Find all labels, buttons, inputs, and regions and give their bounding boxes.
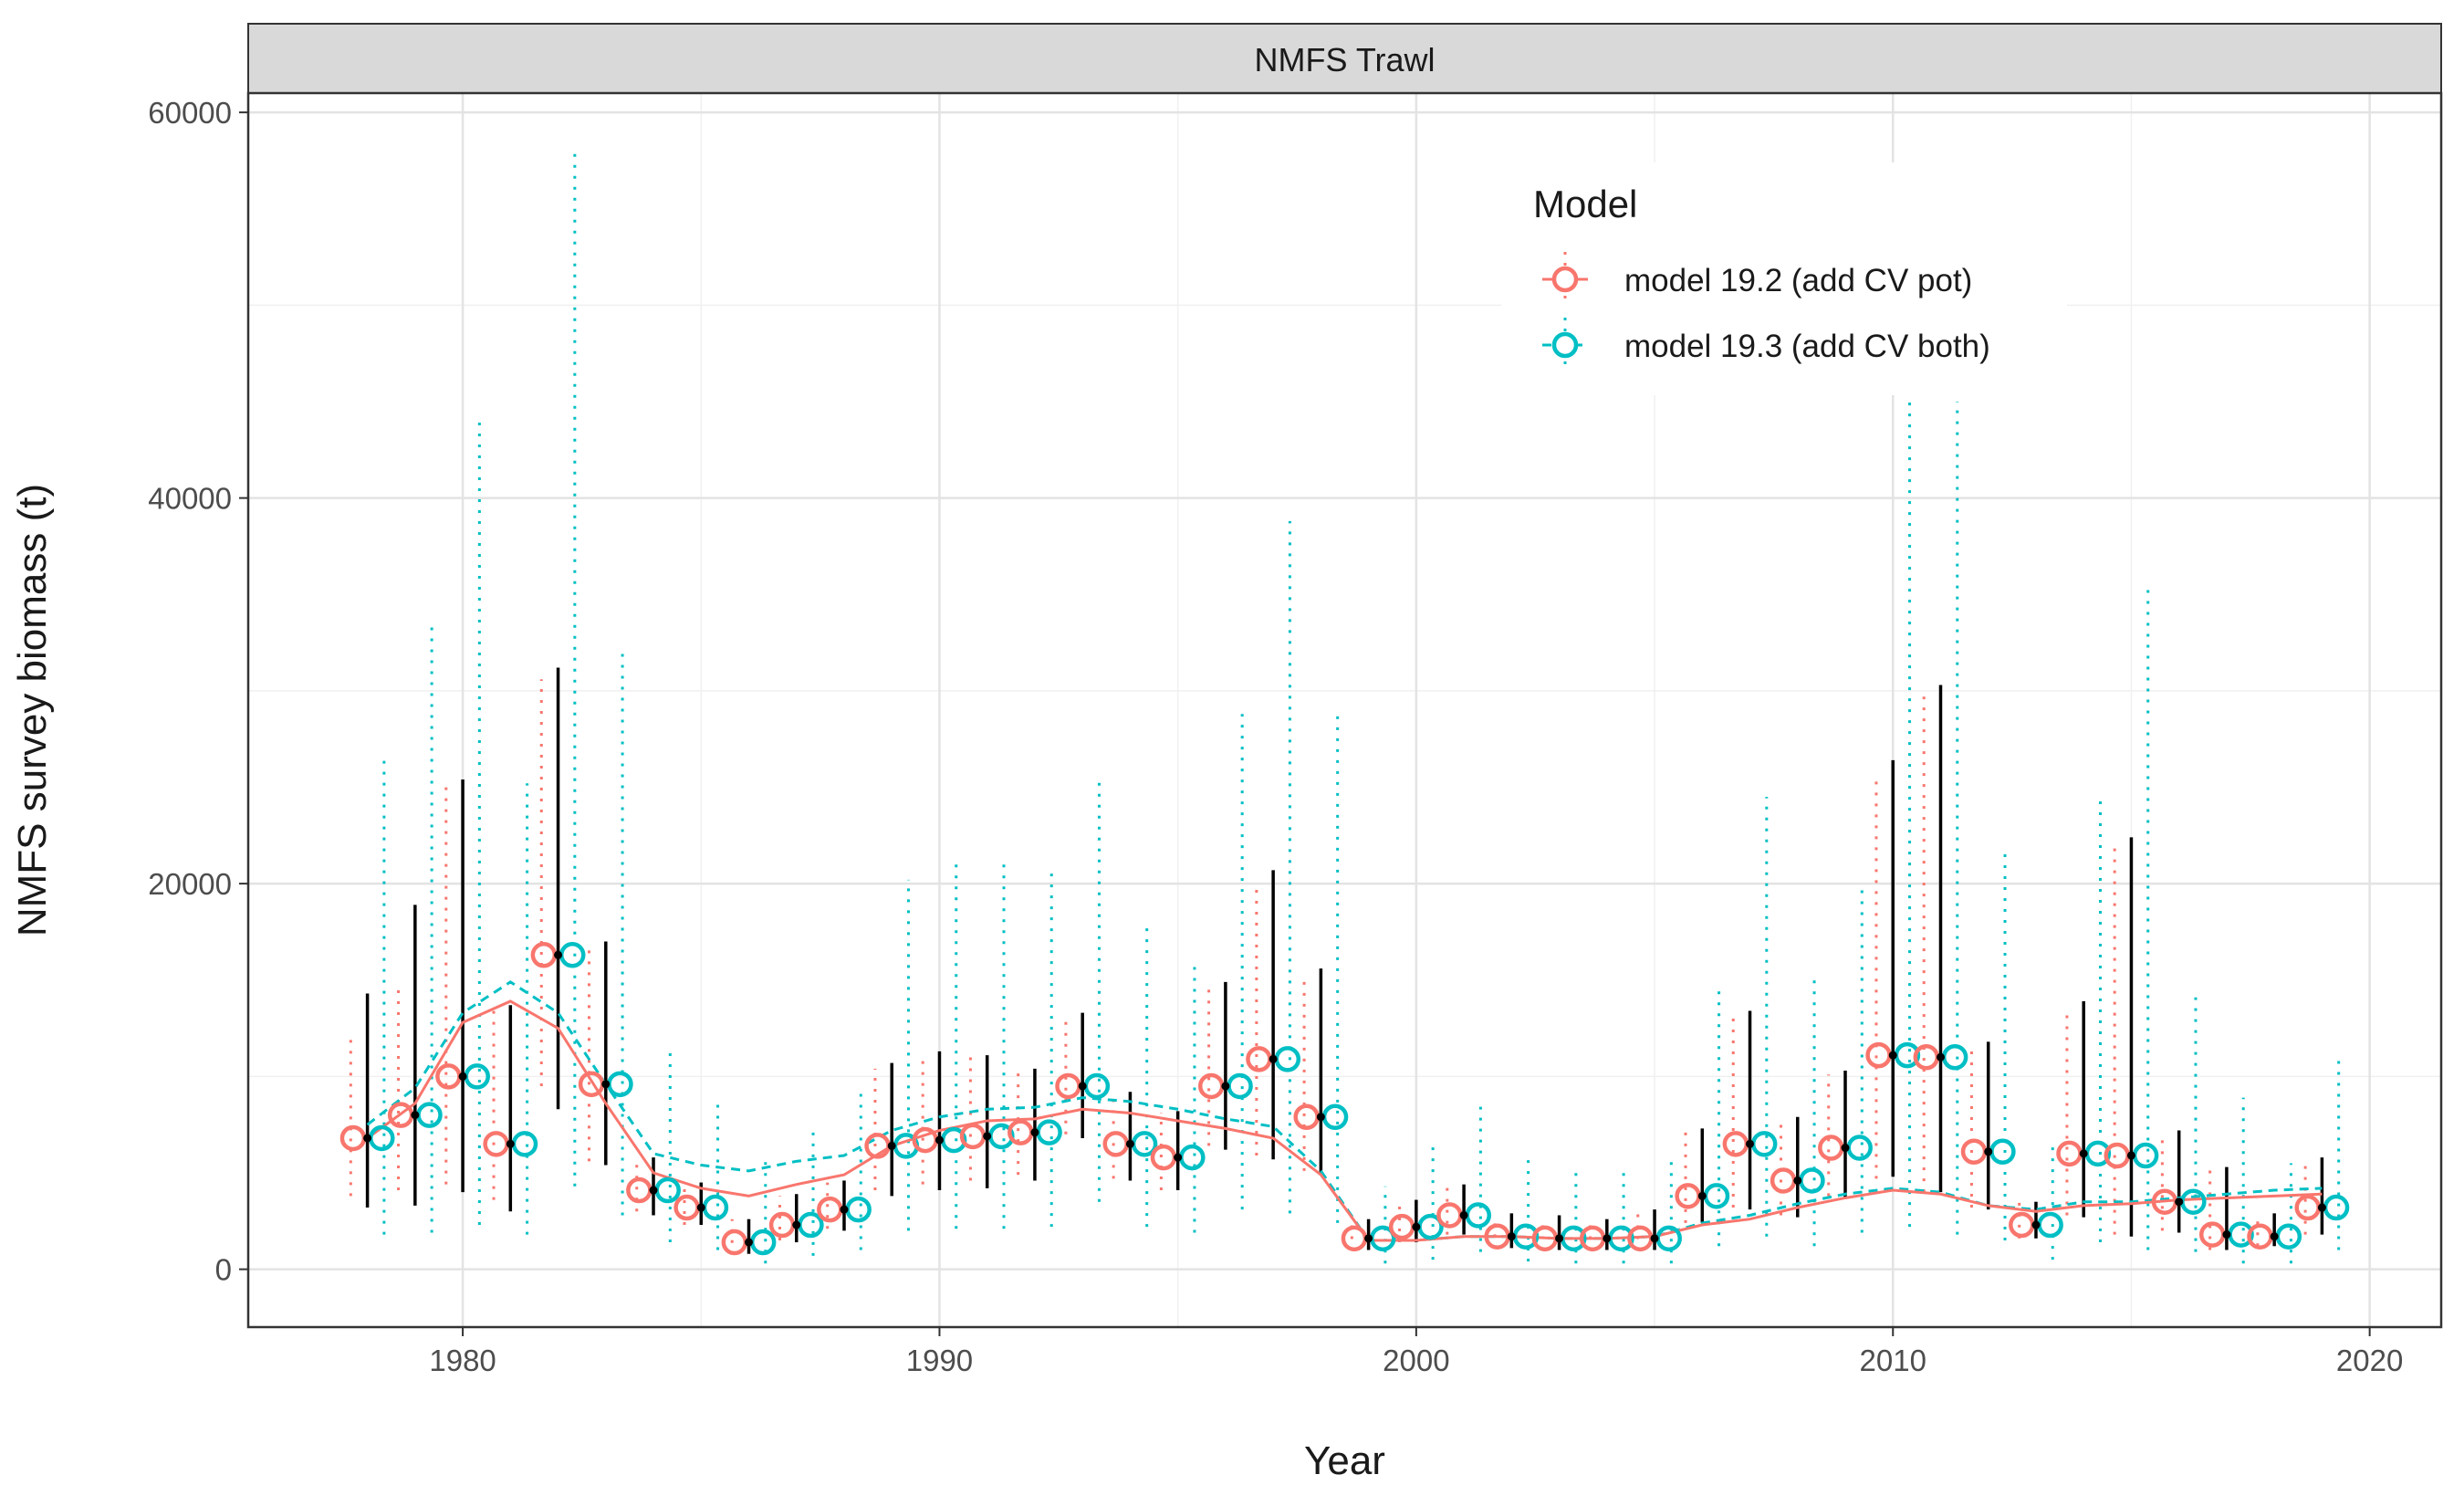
facet-label: NMFS Trawl [1255,41,1436,78]
point-observed [840,1205,849,1214]
point-observed [2317,1203,2326,1212]
point-observed [1555,1234,1564,1243]
point-observed [554,950,563,959]
point-observed [601,1080,611,1089]
point-observed [1603,1234,1612,1243]
legend-key-point [1551,331,1579,359]
legend: Model model 19.2 (add CV pot) model 19.3… [1501,162,2067,395]
point-observed [1459,1210,1468,1219]
point-observed [1174,1153,1183,1162]
x-axis: 1980 1990 2000 2010 2020 [429,1327,2403,1377]
point-observed [411,1111,420,1120]
point-observed [934,1135,944,1145]
legend-label-model-19-2: model 19.2 (add CV pot) [1624,263,1972,298]
y-tick-label: 0 [215,1253,232,1287]
point-observed [1507,1232,1516,1241]
point-observed [1364,1234,1373,1243]
fit-lines [366,980,2323,1242]
legend-key-model-19-3 [1542,318,1588,372]
point-observed [1936,1052,1945,1062]
point-observed [1888,1051,1897,1060]
point-observed [458,1072,467,1081]
point-observed [1746,1139,1755,1148]
plot-panel-border [246,91,2443,1329]
grid [248,93,2441,1327]
legend-key-point [1551,266,1579,293]
point-observed [1316,1113,1325,1122]
point-observed [745,1238,754,1247]
point-observed [1412,1222,1421,1231]
x-tick-label: 1980 [429,1344,496,1377]
point-observed [2126,1151,2135,1160]
point-observed [887,1141,896,1150]
x-tick-label: 1990 [906,1344,973,1377]
fit-line-model-19-2 [366,999,2323,1242]
point-observed [2222,1230,2231,1239]
point-observed [1984,1147,1993,1156]
point-observed [2175,1197,2184,1207]
legend-background [1501,162,2067,395]
point-observed [1030,1128,1039,1137]
y-tick-label: 40000 [148,482,232,516]
point-observed [2079,1149,2088,1158]
point-observed [1078,1082,1087,1091]
point-observed [2270,1232,2279,1241]
x-axis-title: Year [1304,1438,1385,1483]
plot-panel [248,93,2441,1327]
point-observed [649,1186,658,1195]
x-tick-label: 2020 [2336,1344,2403,1377]
legend-key-model-19-2 [1542,252,1588,307]
point-observed [2031,1220,2041,1229]
point-observed [1793,1176,1802,1185]
point-observed [1125,1139,1134,1148]
y-axis: 0 20000 40000 60000 [148,96,248,1287]
point-observed [363,1134,372,1143]
point-observed [696,1203,705,1212]
points [339,942,2350,1256]
point-observed [1269,1054,1278,1063]
y-tick-label: 20000 [148,867,232,901]
legend-label-model-19-3: model 19.3 (add CV both) [1624,329,1990,364]
y-tick-label: 60000 [148,96,232,130]
facet-strip [247,23,2442,94]
x-tick-label: 2010 [1860,1344,1926,1377]
point-observed [506,1139,515,1148]
x-tick-label: 2000 [1383,1344,1449,1377]
legend-title: Model [1533,183,1637,225]
point-observed [1697,1191,1707,1200]
point-observed [983,1132,992,1141]
point-observed [792,1220,801,1229]
point-observed [1221,1082,1230,1091]
observed-errorbars [365,667,2324,1254]
point-observed [1650,1234,1659,1243]
y-axis-title: NMFS survey biomass (t) [10,484,55,936]
point-observed [1841,1144,1850,1153]
